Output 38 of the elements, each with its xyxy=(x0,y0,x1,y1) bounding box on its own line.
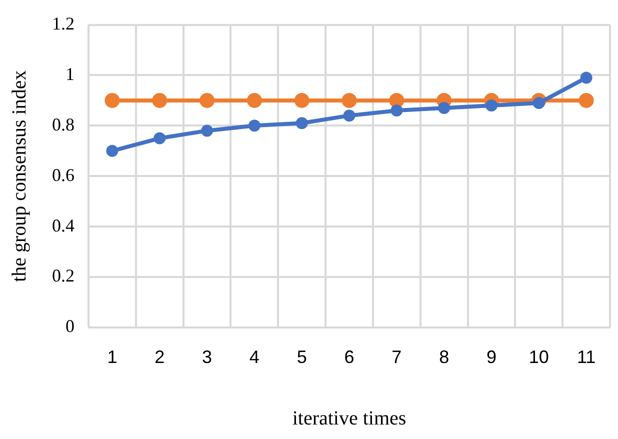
y-tick-label: 1.2 xyxy=(52,14,74,34)
point xyxy=(580,72,592,84)
x-tick-label: 9 xyxy=(486,347,496,368)
y-tick-label: 0.4 xyxy=(52,215,74,236)
x-tick-label: 8 xyxy=(439,347,450,368)
point xyxy=(343,110,356,122)
y-tick-label: 0.6 xyxy=(52,164,74,185)
point xyxy=(390,104,403,117)
point xyxy=(578,92,594,108)
point xyxy=(296,117,308,130)
y-tick-label: 1 xyxy=(66,64,74,84)
x-tick-label: 3 xyxy=(202,347,212,368)
point xyxy=(246,92,262,108)
point xyxy=(201,124,214,137)
y-tick-label: 0.2 xyxy=(52,266,74,286)
point xyxy=(200,92,215,108)
point xyxy=(485,99,498,112)
point xyxy=(342,92,357,108)
point xyxy=(438,102,450,114)
y-tick-label: 0 xyxy=(66,316,74,336)
point xyxy=(532,96,545,109)
point xyxy=(294,92,310,108)
point xyxy=(152,92,168,108)
x-tick-label: 2 xyxy=(154,347,165,368)
point xyxy=(154,132,166,144)
x-tick-label: 5 xyxy=(296,347,307,368)
point xyxy=(248,120,260,132)
x-tick-label: 1 xyxy=(107,347,118,368)
point xyxy=(106,144,118,157)
x-axis-title: iterative times xyxy=(292,407,406,430)
x-tick-label: 7 xyxy=(392,347,402,368)
y-tick-label: 0.8 xyxy=(52,114,74,134)
x-tick-label: 6 xyxy=(344,347,354,368)
y-axis-title: the group consensus index xyxy=(8,70,30,282)
x-tick-label: 4 xyxy=(249,347,260,368)
x-tick-label: 11 xyxy=(576,347,596,368)
point xyxy=(104,92,120,108)
x-tick-label: 10 xyxy=(528,347,549,368)
